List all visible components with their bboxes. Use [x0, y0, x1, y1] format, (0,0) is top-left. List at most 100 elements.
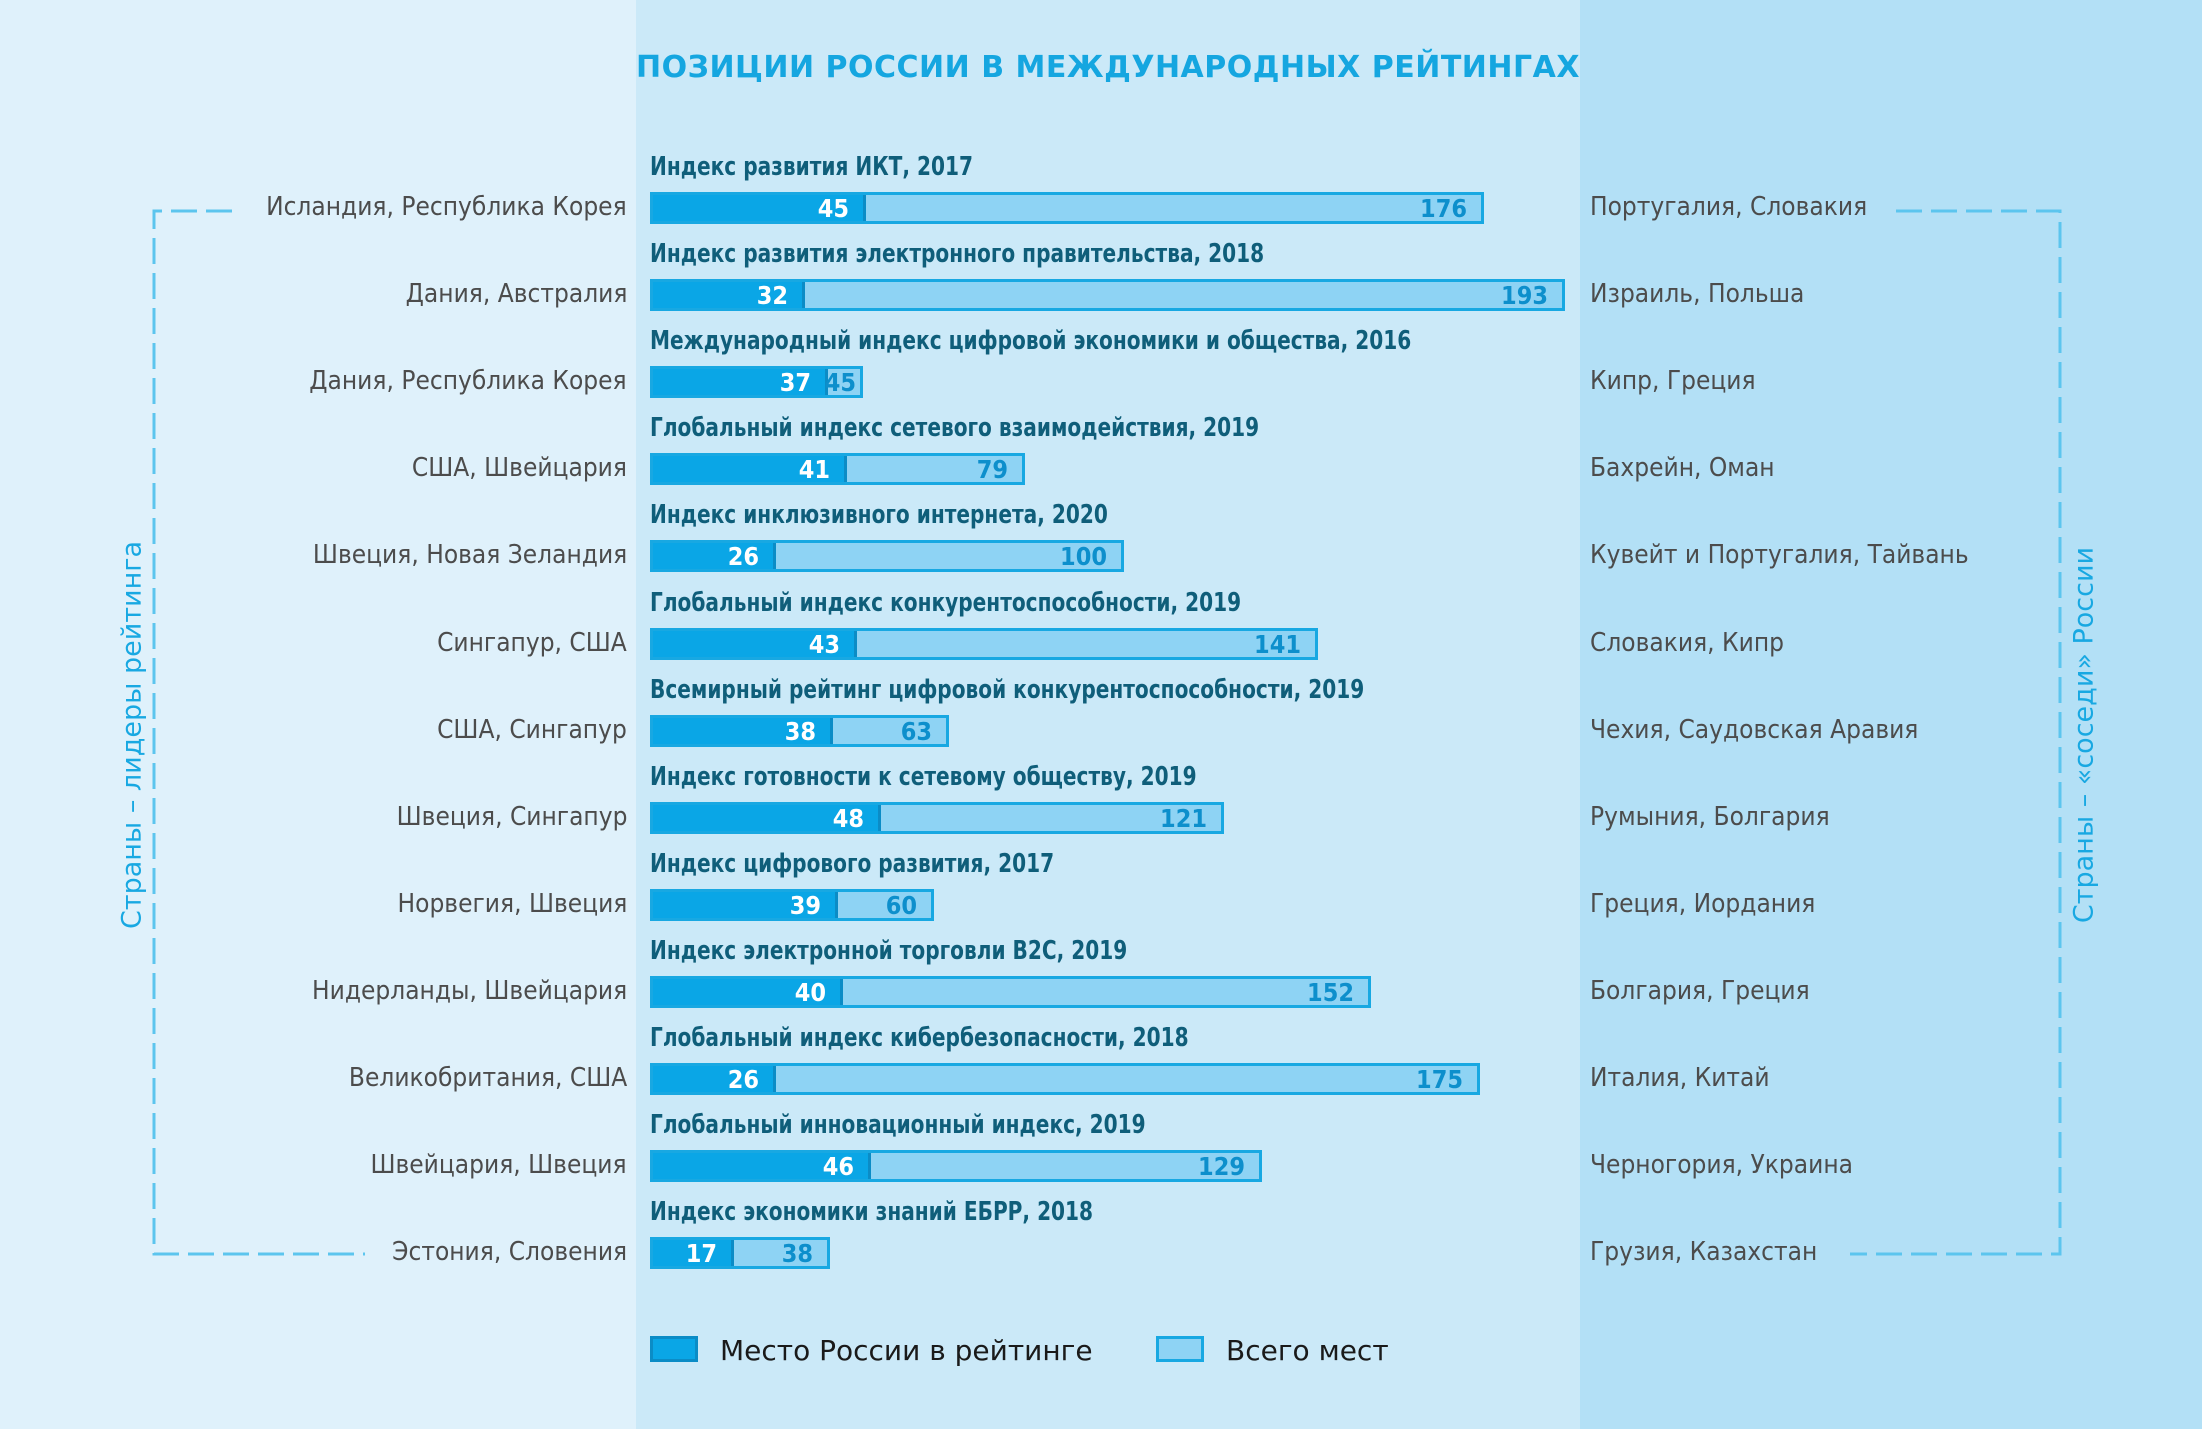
leader-countries: Швеция, Новая Зеландия — [312, 540, 627, 571]
leader-countries: Эстония, Словения — [392, 1237, 627, 1268]
neighbor-countries: Португалия, Словакия — [1590, 192, 1868, 222]
bar-place: 48 — [653, 803, 881, 833]
neighbor-countries: Италия, Китай — [1590, 1063, 1770, 1093]
place-value-label: 37 — [779, 368, 811, 398]
place-value-label: 38 — [784, 716, 816, 746]
place-value-label: 41 — [798, 455, 830, 485]
neighbor-countries: Черногория, Украина — [1590, 1150, 1853, 1181]
chart-panel — [636, 0, 1580, 1429]
index-name: Всемирный рейтинг цифровой конкурентоспо… — [650, 674, 1365, 705]
legend-total-swatch — [1156, 1336, 1204, 1362]
bar-place: 32 — [653, 281, 805, 311]
index-name: Глобальный инновационный индекс, 2019 — [650, 1110, 1146, 1141]
neighbor-countries: Румыния, Болгария — [1590, 801, 1830, 832]
place-value-label: 40 — [794, 977, 826, 1007]
bar-place: 38 — [653, 716, 833, 746]
place-value-label: 32 — [756, 281, 788, 311]
leader-countries: Швеция, Сингапур — [396, 801, 627, 832]
place-value-label: 46 — [822, 1152, 854, 1182]
neighbor-countries: Грузия, Казахстан — [1590, 1237, 1818, 1268]
index-name: Индекс экономики знаний ЕБРР, 2018 — [650, 1197, 1094, 1228]
total-value-label: 45 — [824, 368, 856, 398]
neighbor-countries: Чехия, Саудовская Аравия — [1590, 714, 1919, 745]
index-name: Индекс электронной торговли B2C, 2019 — [650, 935, 1128, 966]
bar-total: 26 100 — [650, 540, 1124, 573]
place-value-label: 17 — [685, 1239, 717, 1269]
bar-place: 45 — [653, 195, 866, 223]
total-value-label: 79 — [976, 455, 1008, 485]
neighbor-countries: Болгария, Греция — [1590, 975, 1810, 1006]
index-name: Индекс развития электронного правительст… — [650, 239, 1265, 270]
bar-place: 46 — [653, 1152, 871, 1182]
neighbor-countries: Израиль, Польша — [1590, 279, 1805, 310]
bar-total: 46 129 — [650, 1150, 1262, 1183]
leader-countries: Сингапур, США — [437, 627, 627, 658]
ranking-row: Индекс инклюзивного интернета, 2020 Швеци… — [0, 500, 2202, 587]
leader-countries: Швейцария, Швеция — [370, 1150, 627, 1181]
bar-place: 40 — [653, 977, 843, 1007]
total-value-label: 129 — [1198, 1152, 1245, 1182]
bar-total: 37 45 — [650, 366, 863, 399]
bar-total: 26 175 — [650, 1063, 1480, 1095]
neighbor-countries: Бахрейн, Оман — [1590, 453, 1775, 484]
ranking-row: Глобальный индекс сетевого взаимодействи… — [0, 413, 2202, 500]
total-value-label: 60 — [885, 890, 917, 920]
bar-place: 43 — [653, 629, 857, 659]
bar-place: 41 — [653, 455, 847, 485]
index-name: Глобальный индекс сетевого взаимодействи… — [650, 413, 1260, 444]
index-name: Глобальный индекс кибербезопасности, 201… — [650, 1023, 1189, 1053]
ranking-row: Глобальный индекс конкурентоспособности,… — [0, 588, 2202, 675]
index-name: Индекс готовности к сетевому обществу, 2… — [650, 761, 1197, 792]
index-name: Индекс цифрового развития, 2017 — [650, 848, 1055, 879]
bar-total: 39 60 — [650, 888, 934, 921]
leader-countries: Норвегия, Швеция — [397, 888, 627, 919]
bar-place: 39 — [653, 891, 838, 919]
index-name: Индекс развития ИКТ, 2017 — [650, 152, 973, 182]
ranking-row: Индекс развития электронного правительст… — [0, 239, 2202, 326]
place-value-label: 43 — [808, 629, 840, 659]
legend-total-label: Всего мест — [1226, 1334, 1389, 1367]
bar-total: 32 193 — [650, 279, 1565, 312]
leader-countries: Дания, Австралия — [405, 279, 627, 310]
bar-place: 26 — [653, 1065, 776, 1094]
bar-total: 41 79 — [650, 453, 1025, 486]
place-value-label: 26 — [727, 1065, 759, 1094]
ranking-row: Международный индекс цифровой экономики … — [0, 326, 2202, 413]
leader-countries: Нидерланды, Швейцария — [311, 975, 627, 1006]
bar-total: 40 152 — [650, 975, 1371, 1008]
ranking-row: Индекс электронной торговли B2C, 2019 Нид… — [0, 936, 2202, 1023]
total-value-label: 100 — [1060, 542, 1107, 572]
leader-countries: США, Сингапур — [437, 714, 627, 745]
ranking-row: Индекс экономики знаний ЕБРР, 2018 Эстони… — [0, 1197, 2202, 1284]
total-value-label: 121 — [1160, 803, 1207, 833]
ranking-row: Глобальный индекс кибербезопасности, 201… — [0, 1023, 2202, 1110]
total-value-label: 63 — [900, 716, 932, 746]
chart-title: ПОЗИЦИИ РОССИИ В МЕЖДУНАРОДНЫХ РЕЙТИНГАХ — [636, 50, 1580, 85]
bar-total: 43 141 — [650, 627, 1318, 660]
total-value-label: 38 — [781, 1239, 813, 1269]
neighbor-countries: Кипр, Греция — [1590, 366, 1756, 397]
bar-place: 26 — [653, 542, 776, 572]
index-name: Индекс инклюзивного интернета, 2020 — [650, 500, 1108, 531]
ranking-row: Индекс развития ИКТ, 2017 Исландия, Респу… — [0, 152, 2202, 239]
legend-place-swatch — [650, 1336, 698, 1362]
ranking-row: Всемирный рейтинг цифровой конкурентоспо… — [0, 675, 2202, 762]
leader-countries: США, Швейцария — [411, 453, 627, 484]
legend-place-label: Место России в рейтинге — [720, 1334, 1093, 1367]
place-value-label: 48 — [832, 803, 864, 833]
index-name: Глобальный индекс конкурентоспособности,… — [650, 587, 1242, 618]
leader-countries: Великобритания, США — [348, 1063, 627, 1093]
leader-countries: Дания, Республика Корея — [309, 366, 627, 397]
bar-total: 45 176 — [650, 192, 1484, 224]
neighbor-countries: Греция, Иордания — [1590, 888, 1816, 919]
neighbor-countries: Словакия, Кипр — [1590, 627, 1785, 658]
total-value-label: 141 — [1254, 629, 1301, 659]
ranking-row: Индекс готовности к сетевому обществу, 2… — [0, 762, 2202, 849]
place-value-label: 26 — [727, 542, 759, 572]
ranking-row: Глобальный инновационный индекс, 2019 Шве… — [0, 1110, 2202, 1197]
total-value-label: 152 — [1307, 977, 1354, 1007]
bar-total: 48 121 — [650, 801, 1224, 834]
index-name: Международный индекс цифровой экономики … — [650, 326, 1412, 357]
neighbor-countries: Кувейт и Португалия, Тайвань — [1590, 540, 1969, 571]
total-value-label: 193 — [1501, 281, 1548, 311]
